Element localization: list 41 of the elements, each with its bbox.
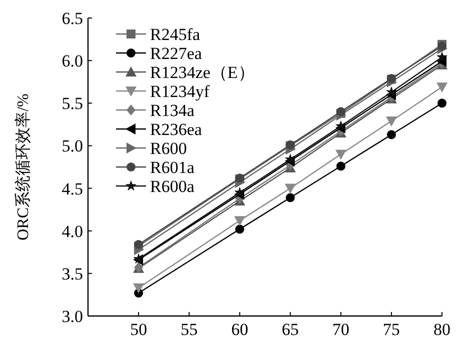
x-tick-label: 80 <box>434 320 450 339</box>
y-tick-label: 6.0 <box>62 52 83 71</box>
legend-label: R236ea <box>150 120 202 139</box>
point <box>335 120 346 131</box>
legend-label: R245fa <box>150 25 200 44</box>
legend-label: R601a <box>150 158 195 177</box>
point <box>436 82 448 92</box>
legend-label: R1234yf <box>150 82 210 101</box>
point <box>234 186 246 198</box>
point <box>284 184 296 194</box>
point <box>336 162 346 171</box>
y-tick-label: 5.5 <box>62 94 83 114</box>
legend-label: R134a <box>150 101 195 120</box>
legend-label: R227ea <box>150 44 202 63</box>
point <box>438 98 446 108</box>
point <box>386 116 397 127</box>
x-tick-label: 75 <box>382 320 400 339</box>
x-tick-label: 70 <box>332 320 350 339</box>
point <box>133 283 144 294</box>
y-tick-label: 6.5 <box>62 9 83 28</box>
x-tick-label: 55 <box>180 320 198 339</box>
x-tick-label: 65 <box>282 320 299 339</box>
x-tick-label: 50 <box>130 320 148 339</box>
legend-label: R600a <box>150 177 195 196</box>
x-tick-label: 60 <box>231 320 248 339</box>
point <box>284 154 296 164</box>
y-tick-label: 3.5 <box>62 264 83 284</box>
point <box>235 224 244 234</box>
point <box>386 130 396 140</box>
point <box>234 216 246 226</box>
point <box>386 86 397 97</box>
y-axis-title: ORC系统循环效率/% <box>14 94 32 240</box>
y-tick-label: 4.0 <box>62 222 83 241</box>
point <box>436 51 448 62</box>
y-tick-label: 3.0 <box>62 307 83 326</box>
y-tick-label: 4.5 <box>62 179 83 198</box>
y-tick-label: 5.0 <box>62 136 83 156</box>
point <box>286 193 295 202</box>
legend-label: R1234ze（E） <box>150 63 255 82</box>
point <box>335 150 346 160</box>
legend-label: R600 <box>150 139 187 158</box>
